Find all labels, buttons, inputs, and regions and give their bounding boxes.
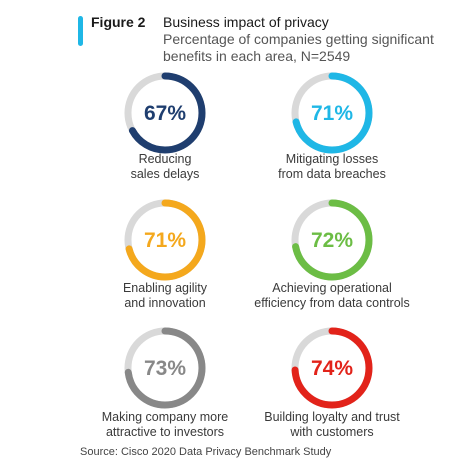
source-note: Source: Cisco 2020 Data Privacy Benchmar… xyxy=(80,446,332,458)
donut-2: 71% xyxy=(291,72,373,154)
donut-1: 67% xyxy=(124,72,206,154)
figure-subtitle: Percentage of companies getting signific… xyxy=(163,31,434,64)
donut-value-label: 71% xyxy=(311,102,353,125)
figure-accent-bar xyxy=(78,16,83,46)
figure-title-block: Business impact of privacy Percentage of… xyxy=(163,14,463,65)
donut-value-label: 74% xyxy=(311,357,353,380)
donut-arc xyxy=(124,199,206,281)
figure-label: Figure 2 xyxy=(91,14,146,30)
donut-3: 71% xyxy=(124,199,206,281)
donut-arc xyxy=(291,199,373,281)
donut-arc xyxy=(124,72,206,154)
donut-4: 72% xyxy=(291,199,373,281)
donut-label-line: Making company more xyxy=(101,410,229,424)
donut-arc xyxy=(291,327,373,409)
figure-title: Business impact of privacy xyxy=(163,14,329,30)
donut-label-line: Reducing xyxy=(138,152,192,166)
donut-label-line: from data breaches xyxy=(278,167,386,181)
donut-label-line: attractive to investors xyxy=(105,425,225,439)
donut-label-line: Achieving operational xyxy=(272,281,392,295)
donut-category-label: Achieving operational efficiency from dat… xyxy=(237,281,427,311)
donut-arc xyxy=(124,327,206,409)
donut-5: 73% xyxy=(124,327,206,409)
donut-label-line: Enabling agility xyxy=(122,281,208,295)
donut-label-line: sales delays xyxy=(130,167,200,181)
donut-category-label: Reducing sales delays xyxy=(70,152,260,182)
donut-label-line: Mitigating losses xyxy=(285,152,379,166)
donut-label-line: with customers xyxy=(290,425,374,439)
donut-arc xyxy=(291,72,373,154)
donut-value-label: 71% xyxy=(144,229,186,252)
donut-6: 74% xyxy=(291,327,373,409)
donut-value-label: 67% xyxy=(144,102,186,125)
donut-category-label: Building loyalty and trust with customers xyxy=(237,410,427,440)
donut-category-label: Making company more attractive to investo… xyxy=(70,410,260,440)
donut-value-label: 73% xyxy=(144,357,186,380)
donut-category-label: Enabling agility and innovation xyxy=(70,281,260,311)
donut-label-line: Building loyalty and trust xyxy=(264,410,400,424)
donut-value-label: 72% xyxy=(311,229,353,252)
donut-label-line: efficiency from data controls xyxy=(254,296,410,310)
donut-category-label: Mitigating losses from data breaches xyxy=(237,152,427,182)
donut-label-line: and innovation xyxy=(124,296,206,310)
